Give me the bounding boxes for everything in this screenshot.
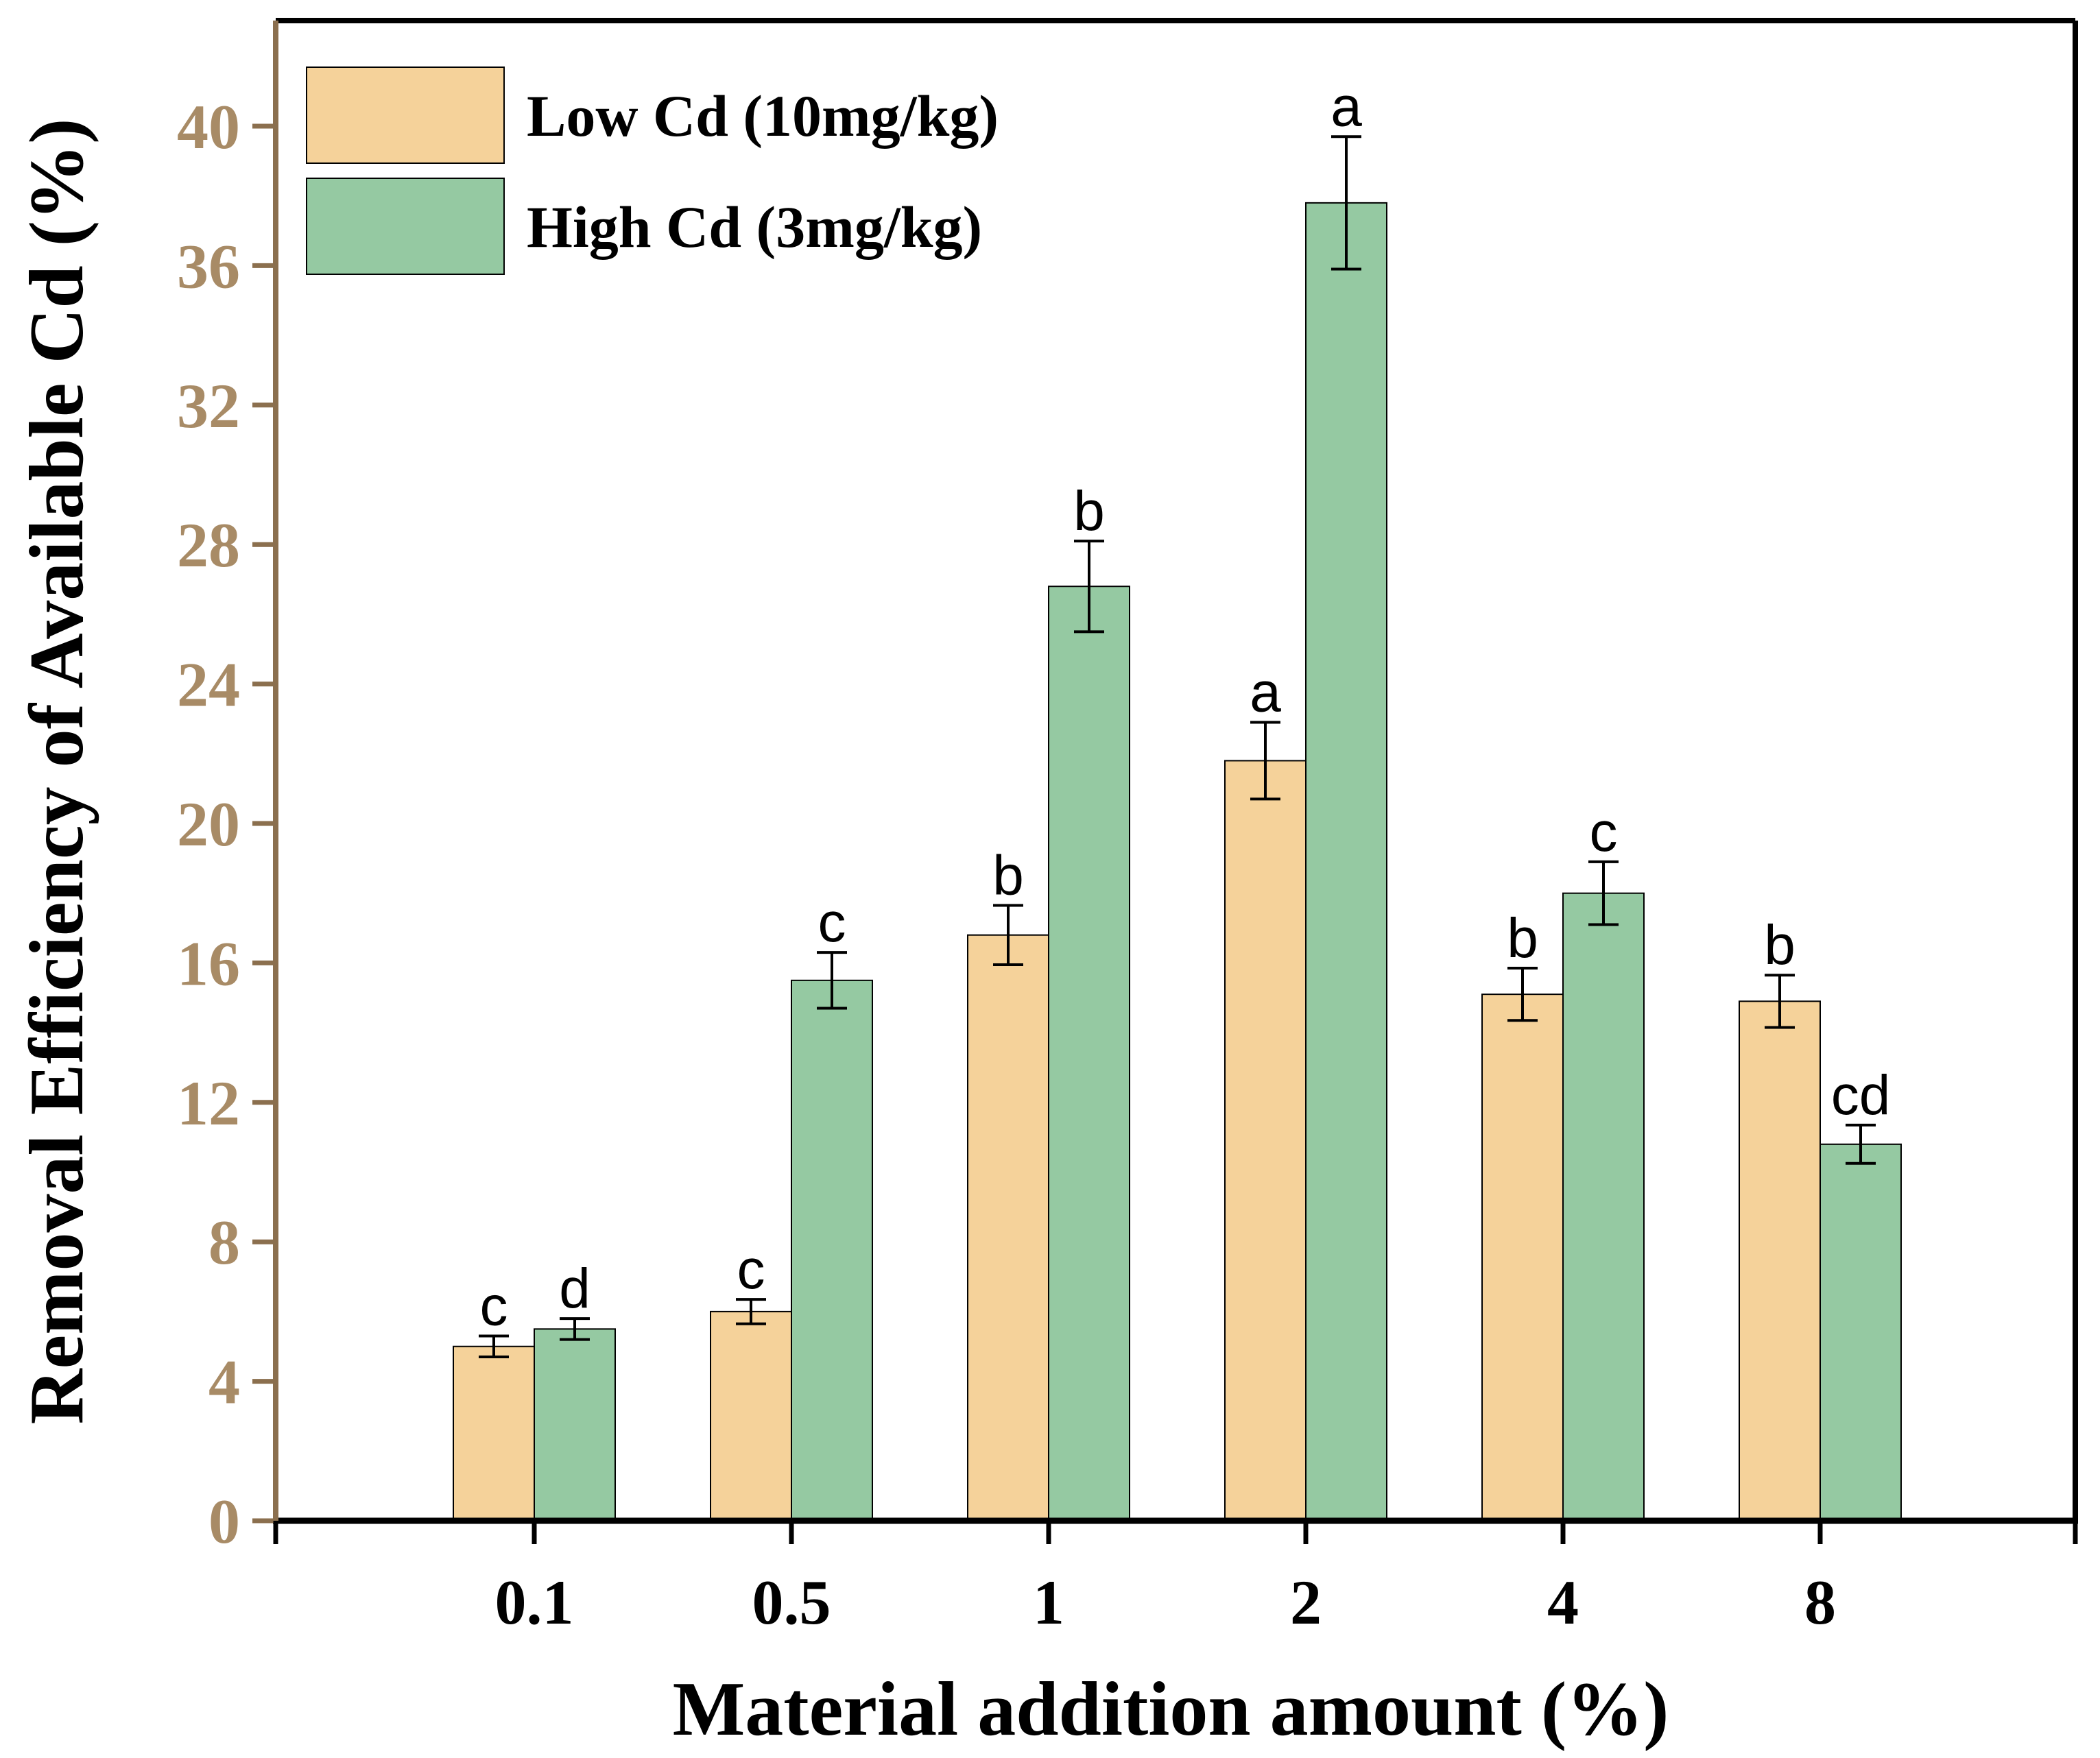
legend-swatch-0: [306, 67, 505, 164]
y-axis-title: Removal Efficiency of Available Cd (%): [14, 119, 99, 1425]
y-tick-label-32: 32: [177, 371, 240, 441]
x-tick-label-1: 1: [1033, 1567, 1064, 1637]
legend-swatch-1: [306, 178, 505, 275]
significance-label-s0-4: b: [1507, 907, 1538, 970]
y-tick-label-8: 8: [208, 1207, 240, 1277]
y-tick-label-36: 36: [177, 231, 240, 301]
bar-s1-2: [1305, 202, 1387, 1521]
significance-label-s1-1: b: [1073, 480, 1105, 542]
bar-s0-8: [1739, 1000, 1821, 1521]
x-tick-label-2: 2: [1290, 1567, 1322, 1637]
y-tick-label-16: 16: [177, 928, 240, 998]
x-tick-label-0.5: 0.5: [752, 1567, 831, 1637]
y-tick-label-40: 40: [177, 92, 240, 162]
y-tick-label-20: 20: [177, 789, 240, 859]
significance-label-s1-8: cd: [1831, 1064, 1891, 1127]
plot-frame: [273, 18, 2078, 1524]
bar-s0-0.5: [710, 1310, 792, 1522]
bar-s1-0.5: [791, 979, 873, 1521]
significance-label-s1-0.1: d: [559, 1257, 590, 1320]
significance-label-s1-2: a: [1331, 75, 1362, 138]
y-tick-label-24: 24: [177, 650, 240, 720]
legend-label-1: High Cd (3mg/kg): [527, 194, 982, 260]
x-tick-label-4: 4: [1547, 1567, 1579, 1637]
significance-label-s0-0.5: c: [737, 1238, 765, 1301]
significance-label-s0-2: a: [1250, 662, 1281, 724]
legend: Low Cd (10mg/kg) High Cd (3mg/kg): [306, 67, 999, 275]
x-tick-label-8: 8: [1804, 1567, 1836, 1637]
significance-label-s0-0.1: c: [480, 1275, 508, 1337]
bar-s0-0.1: [453, 1345, 535, 1521]
bar-s1-0.1: [534, 1328, 616, 1521]
significance-label-s0-8: b: [1764, 914, 1795, 976]
significance-label-s0-1: b: [992, 844, 1024, 906]
bar-s1-4: [1562, 892, 1645, 1521]
y-tick-label-28: 28: [177, 510, 240, 580]
significance-label-s1-0.5: c: [818, 891, 846, 954]
x-tick-label-0.1: 0.1: [495, 1567, 574, 1637]
bar-s1-1: [1048, 586, 1130, 1521]
bar-s0-2: [1224, 760, 1306, 1521]
y-tick-label-12: 12: [177, 1068, 240, 1138]
y-tick-label-4: 4: [208, 1347, 240, 1417]
bar-s1-8: [1819, 1143, 1902, 1521]
x-axis-title: Material addition amount (%): [673, 1667, 1669, 1752]
x-axis-ticks: 0.1 0.5 1 2 4 8: [273, 1521, 2078, 1637]
significance-label-s1-4: c: [1590, 801, 1618, 863]
y-tick-label-0: 0: [208, 1486, 240, 1556]
bar-s0-1: [967, 934, 1049, 1521]
y-axis-ticks: 0 4 8 12 16 20 24 28 32 36 40: [177, 92, 276, 1556]
legend-label-0: Low Cd (10mg/kg): [527, 83, 999, 149]
bar-s0-4: [1481, 994, 1564, 1522]
